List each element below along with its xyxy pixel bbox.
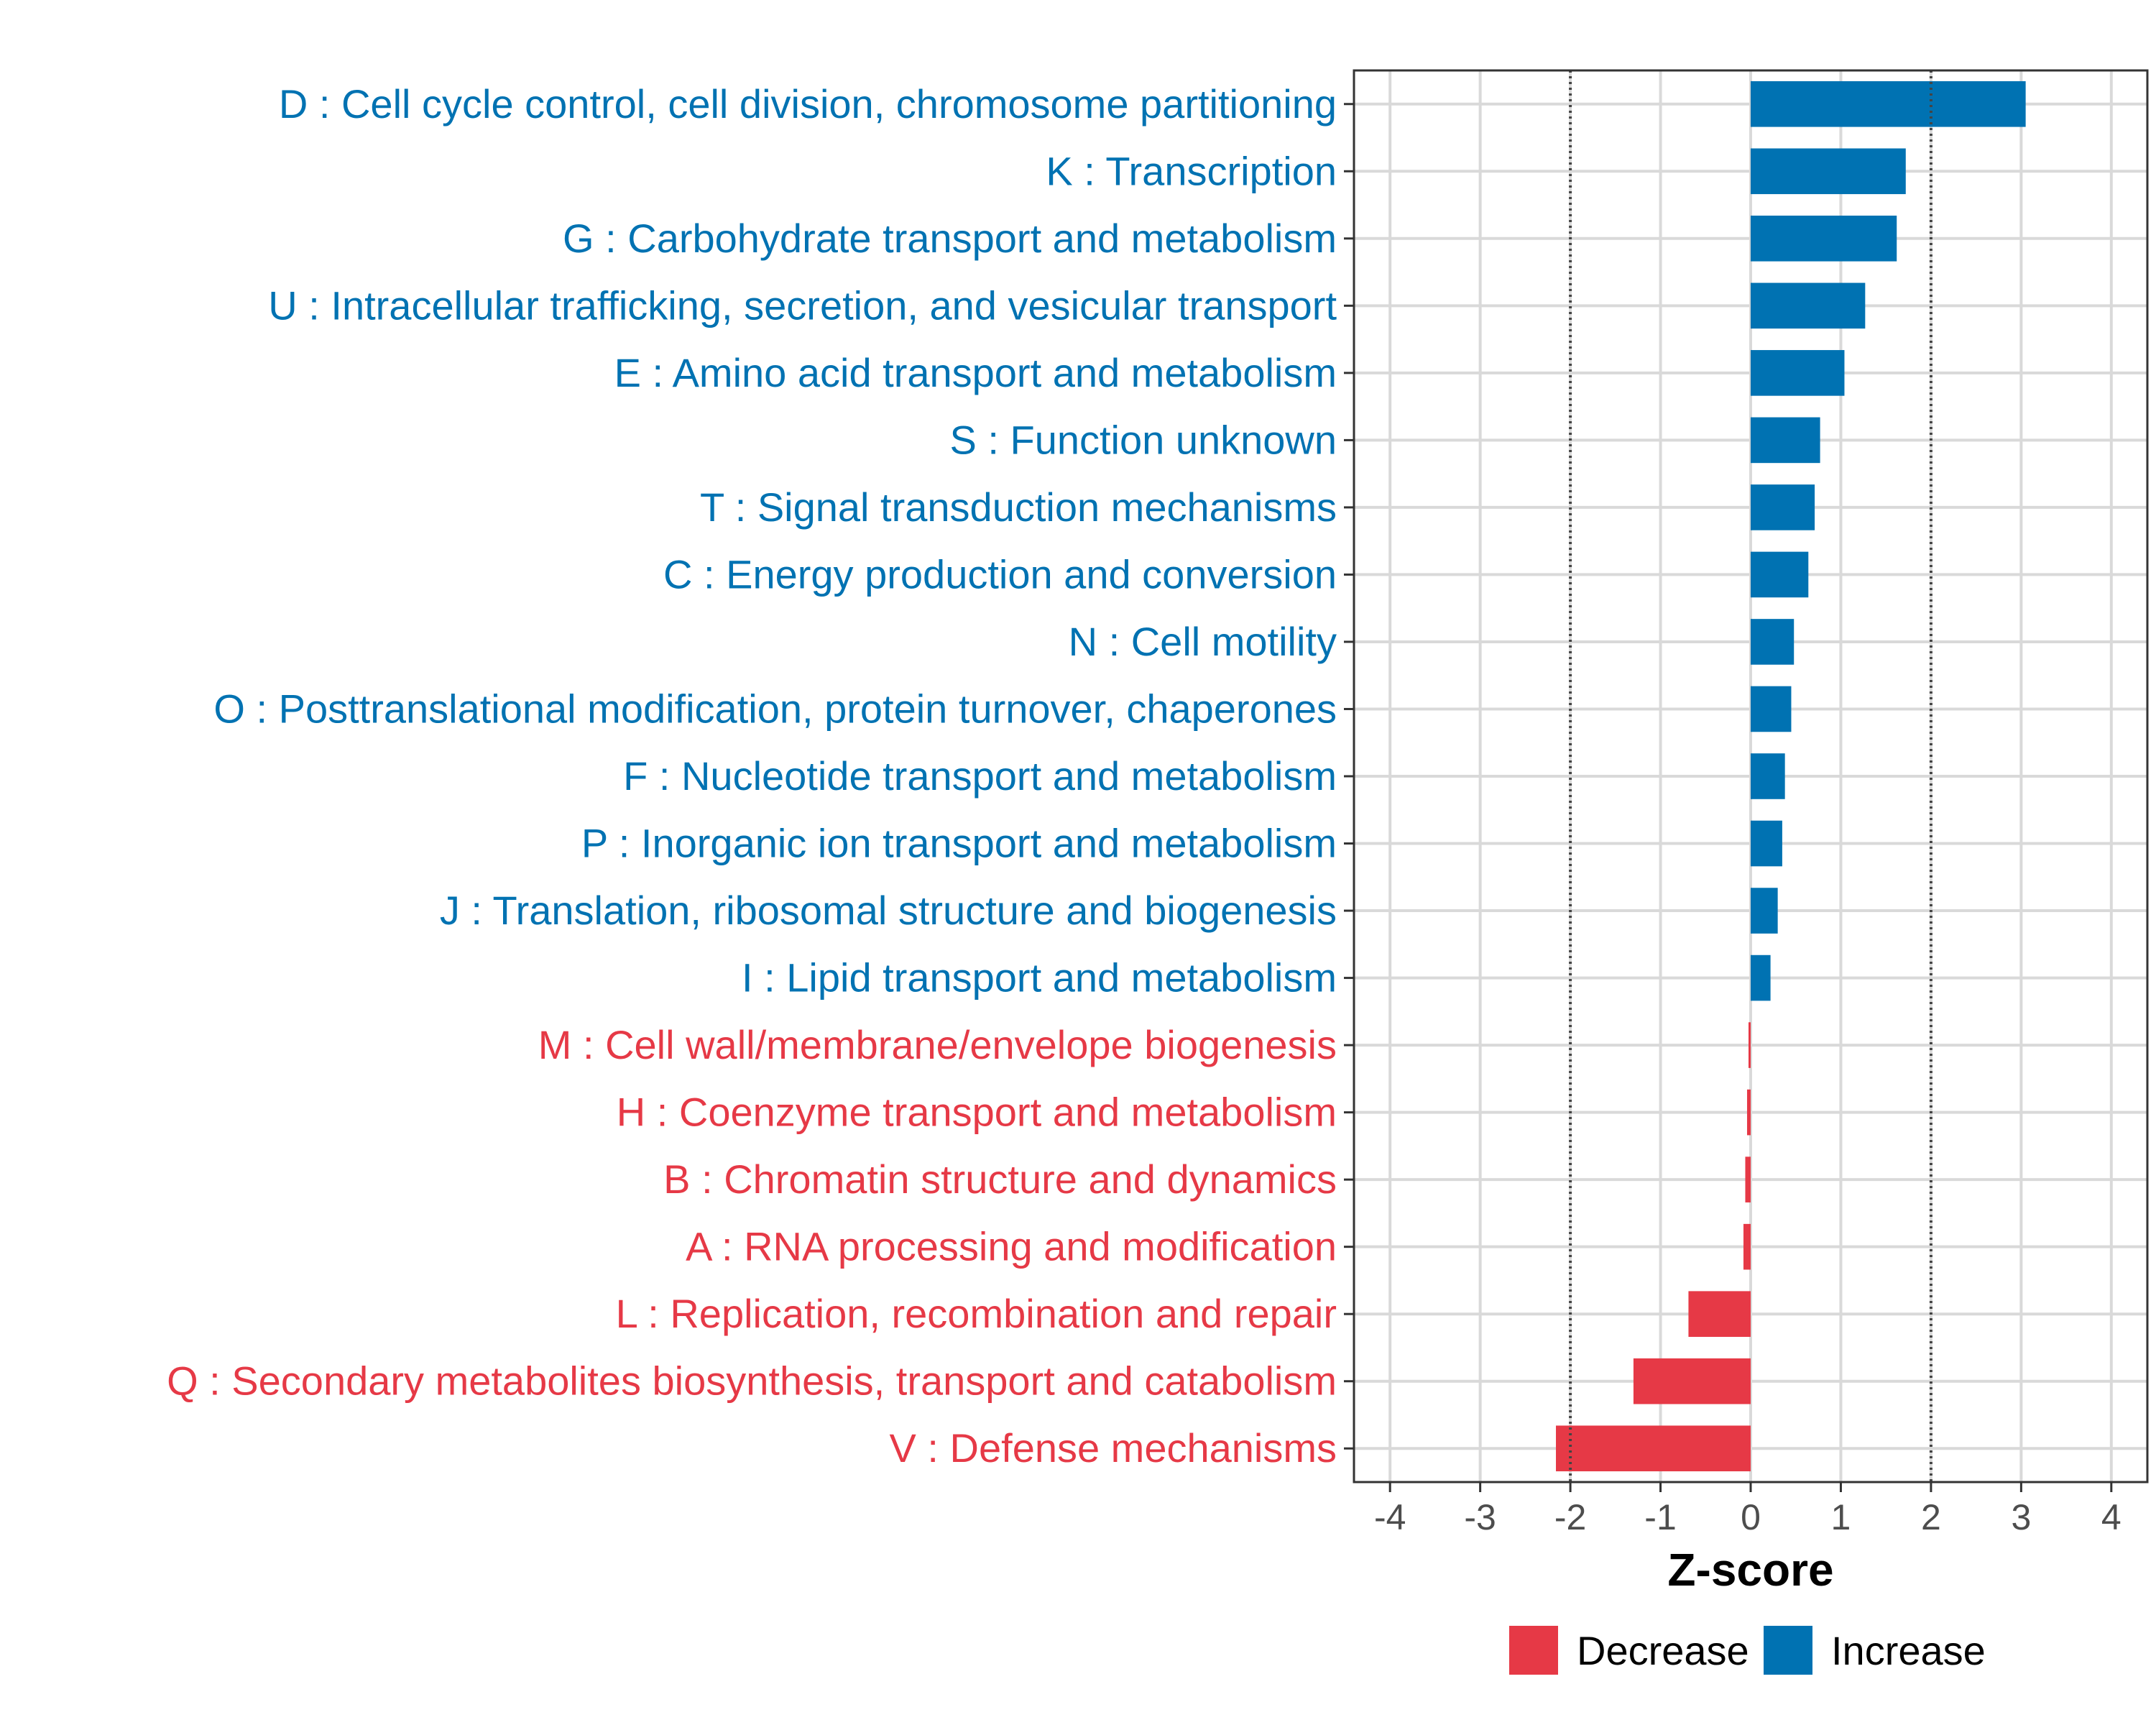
category-labels: D : Cell cycle control, cell division, c… — [167, 81, 1354, 1471]
category-label: P : Inorganic ion transport and metaboli… — [581, 821, 1337, 866]
x-tick-label: 3 — [2011, 1497, 2031, 1537]
category-label: K : Transcription — [1046, 148, 1337, 193]
category-label: H : Coenzyme transport and metabolism — [617, 1090, 1337, 1135]
bar — [1751, 417, 1820, 464]
bar — [1688, 1291, 1751, 1337]
x-tick-label: -4 — [1374, 1497, 1406, 1537]
bar — [1751, 954, 1771, 1001]
category-label: V : Defense mechanisms — [890, 1425, 1337, 1471]
legend-swatch — [1764, 1626, 1812, 1675]
category-label: E : Amino acid transport and metabolism — [614, 350, 1337, 395]
legend: Decrease Increase — [1509, 1626, 1986, 1675]
bar — [1751, 888, 1778, 934]
bar — [1633, 1358, 1751, 1404]
bar — [1751, 820, 1782, 867]
x-tick-label: 2 — [1921, 1497, 1941, 1537]
bar — [1749, 1022, 1751, 1068]
x-tick-label: 1 — [1831, 1497, 1851, 1537]
category-label: F : Nucleotide transport and metabolism — [623, 753, 1337, 799]
category-label: D : Cell cycle control, cell division, c… — [279, 81, 1337, 126]
legend-label: Increase — [1831, 1628, 1986, 1673]
bar — [1751, 551, 1809, 598]
legend-swatch — [1509, 1626, 1558, 1675]
category-label: I : Lipid transport and metabolism — [742, 955, 1337, 1000]
x-tick-label: -3 — [1464, 1497, 1496, 1537]
category-label: J : Translation, ribosomal structure and… — [440, 888, 1337, 933]
category-label: M : Cell wall/membrane/envelope biogenes… — [538, 1022, 1337, 1067]
bar — [1751, 216, 1897, 262]
legend-label: Decrease — [1577, 1628, 1749, 1673]
bar — [1751, 282, 1866, 329]
bar — [1751, 484, 1815, 530]
category-label: L : Replication, recombination and repai… — [616, 1291, 1337, 1336]
bar — [1743, 1223, 1751, 1270]
x-axis-ticks: -4 -3 -2 -1 0 1 2 3 4 — [1374, 1482, 2122, 1537]
category-label: U : Intracellular trafficking, secretion… — [268, 282, 1337, 328]
category-label: G : Carbohydrate transport and metabolis… — [563, 216, 1337, 261]
bar — [1751, 686, 1792, 732]
bar — [1746, 1089, 1751, 1136]
x-tick-label: 4 — [2101, 1497, 2122, 1537]
category-label: Q : Secondary metabolites biosynthesis, … — [167, 1358, 1337, 1404]
category-label: S : Function unknown — [949, 417, 1337, 462]
category-label: O : Posttranslational modification, prot… — [213, 686, 1337, 731]
bar — [1751, 148, 1906, 195]
x-tick-label: -2 — [1554, 1497, 1586, 1537]
x-tick-label: 0 — [1741, 1497, 1761, 1537]
category-label: T : Signal transduction mechanisms — [700, 484, 1337, 530]
bar — [1751, 80, 2026, 127]
x-tick-label: -1 — [1644, 1497, 1676, 1537]
bar — [1745, 1156, 1751, 1202]
category-label: B : Chromatin structure and dynamics — [663, 1156, 1337, 1202]
category-label: N : Cell motility — [1069, 619, 1337, 664]
bar — [1751, 350, 1845, 396]
bar — [1751, 619, 1795, 665]
bar — [1556, 1425, 1751, 1472]
category-label: A : RNA processing and modification — [686, 1224, 1337, 1269]
x-axis-title: Z-score — [1667, 1544, 1833, 1596]
bar — [1751, 753, 1785, 799]
bars-layer — [1556, 80, 2026, 1472]
category-label: C : Energy production and conversion — [663, 551, 1337, 597]
